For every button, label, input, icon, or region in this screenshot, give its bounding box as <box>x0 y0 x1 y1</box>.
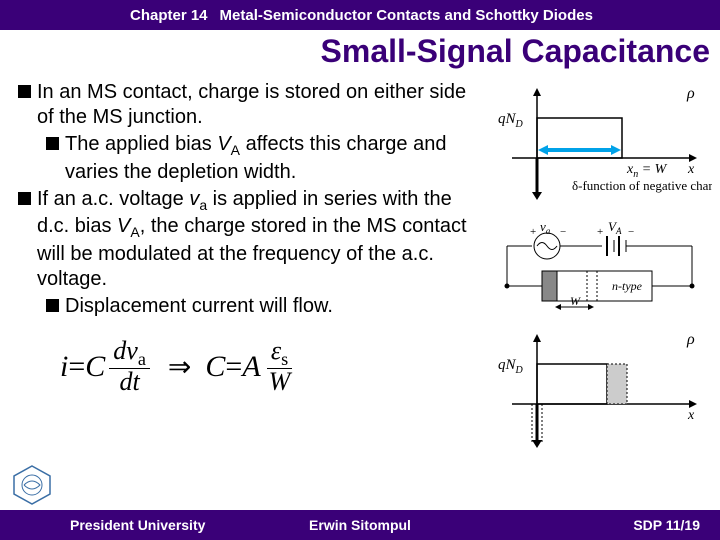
modulated-charge-diagram: ρ qND x <box>492 324 712 454</box>
bullet-2: If an a.c. voltage va is applied in seri… <box>18 187 468 292</box>
W-dim-label: W <box>570 294 581 308</box>
va-label: va <box>540 221 551 236</box>
bullet-1-text: In an MS contact, charge is stored on ei… <box>37 80 468 130</box>
ntype-label: n-type <box>612 279 643 293</box>
bullet-icon <box>18 192 31 205</box>
x-axis-label: x <box>687 162 695 177</box>
fraction-1: dva dt <box>109 338 150 395</box>
chapter-topic: Metal-Semiconductor Contacts and Schottk… <box>208 7 593 24</box>
footer-bar: President University Erwin Sitompul SDP … <box>0 510 720 540</box>
rho-label: ρ <box>686 85 695 102</box>
svg-text:−: − <box>628 226 634 238</box>
delta-label: δ-function of negative charge <box>572 178 712 193</box>
bullet-1a-text: The applied bias VA affects this charge … <box>65 132 468 185</box>
bullet-icon <box>46 137 59 150</box>
formula: i = C dva dt ⇒ C = A εs W <box>60 338 298 395</box>
bullet-1a: The applied bias VA affects this charge … <box>46 132 468 185</box>
qnd-label: qND <box>498 111 524 130</box>
x-axis-label-2: x <box>687 408 695 423</box>
chapter-label: Chapter 14 <box>0 7 208 24</box>
university-logo <box>10 462 54 506</box>
rho-label-2: ρ <box>686 331 695 348</box>
VA-label: VA <box>608 221 622 236</box>
header-bar: Chapter 14 Metal-Semiconductor Contacts … <box>0 0 720 30</box>
footer-author: Erwin Sitompul <box>309 517 411 533</box>
qnd-label-2: qND <box>498 357 524 376</box>
title-bar: Small-Signal Capacitance <box>0 30 720 72</box>
svg-text:+: + <box>530 226 536 238</box>
svg-text:−: − <box>560 226 566 238</box>
bullet-2a: Displacement current will flow. <box>46 294 468 319</box>
page-title: Small-Signal Capacitance <box>321 33 710 70</box>
svg-text:+: + <box>597 226 603 238</box>
bullet-2a-text: Displacement current will flow. <box>65 294 333 319</box>
bullet-2-text: If an a.c. voltage va is applied in seri… <box>37 187 468 292</box>
content-area: In an MS contact, charge is stored on ei… <box>18 80 468 321</box>
footer-page: SDP 11/19 <box>633 517 700 533</box>
footer-university: President University <box>70 517 205 533</box>
charge-density-diagram: ρ qND x xn = W δ-function of negative ch… <box>492 78 712 208</box>
bullet-1: In an MS contact, charge is stored on ei… <box>18 80 468 130</box>
circuit-diagram: + − + − va VA n-type W <box>492 221 712 311</box>
implies-arrow: ⇒ <box>168 350 191 384</box>
bullet-icon <box>46 299 59 312</box>
bullet-icon <box>18 85 31 98</box>
figures-area: ρ qND x xn = W δ-function of negative ch… <box>492 78 714 467</box>
fraction-2: εs W <box>265 338 295 395</box>
